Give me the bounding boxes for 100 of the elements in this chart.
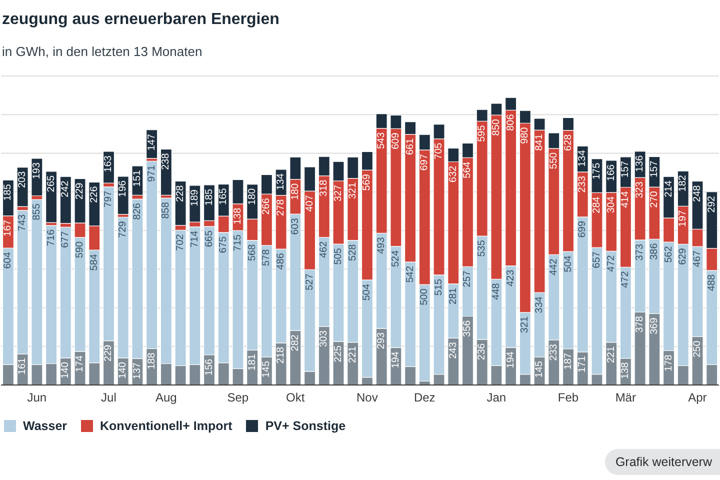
data-label: 165 [218, 188, 230, 205]
data-label: 228 [175, 184, 186, 202]
data-label: 327 [333, 184, 344, 202]
x-tick-label: Okt [286, 390, 306, 405]
x-tick-label: Jun [27, 390, 47, 405]
data-label: 855 [31, 203, 42, 220]
data-label: 218 [276, 346, 287, 364]
data-label: 282 [290, 334, 301, 352]
data-label: 467 [692, 250, 704, 268]
data-label: 136 [634, 154, 646, 172]
data-label: 971 [146, 164, 158, 182]
data-label: 657 [591, 251, 602, 268]
data-label: 535 [476, 240, 488, 257]
data-label: 180 [290, 182, 301, 200]
data-label: 281 [448, 287, 459, 304]
data-label: 194 [505, 351, 516, 368]
x-tick-label: Sep [227, 390, 249, 405]
data-label: 414 [620, 190, 632, 208]
data-label: 270 [648, 190, 660, 208]
data-label: 161 [17, 357, 28, 375]
data-label: 138 [620, 362, 632, 380]
data-label: 318 [318, 179, 330, 197]
data-label: 180 [246, 188, 258, 206]
data-label: 850 [490, 118, 502, 136]
data-label: 250 [692, 340, 704, 358]
data-label: 157 [648, 160, 660, 178]
data-label: 236 [476, 342, 488, 360]
data-label: 197 [678, 210, 689, 227]
data-label: 188 [146, 352, 158, 370]
data-label: 604 [2, 252, 14, 269]
x-tick-label: Feb [558, 390, 579, 405]
data-label: 472 [620, 270, 632, 288]
data-label: 378 [634, 316, 646, 333]
data-label: 386 [648, 242, 660, 260]
data-label: 665 [204, 230, 215, 248]
data-label: 181 [246, 354, 258, 371]
data-label: 203 [17, 170, 28, 188]
data-label: 699 [577, 220, 588, 238]
data-label: 590 [74, 241, 86, 258]
data-label: 407 [304, 194, 316, 212]
data-label: 715 [232, 234, 244, 252]
x-tick-label: Dez [414, 390, 436, 405]
data-label: 702 [175, 234, 186, 251]
data-label: 214 [663, 180, 674, 198]
data-label: 373 [634, 244, 646, 261]
data-label: 858 [160, 202, 172, 219]
data-label: 472 [606, 254, 617, 272]
data-label: 266 [261, 198, 272, 215]
data-label: 163 [103, 155, 114, 172]
data-label: 138 [232, 207, 244, 225]
data-label: 323 [634, 181, 646, 198]
data-label: 629 [678, 248, 689, 265]
data-label: 729 [118, 220, 129, 238]
data-label: 562 [663, 246, 674, 263]
data-label: 229 [103, 344, 114, 362]
data-label: 189 [189, 189, 200, 206]
data-label: 221 [347, 346, 358, 364]
data-label: 369 [648, 317, 660, 334]
data-label: 140 [60, 362, 72, 379]
data-label: 238 [160, 152, 172, 170]
data-label: 242 [60, 180, 72, 198]
data-label: 185 [204, 188, 215, 206]
data-label: 157 [620, 160, 632, 178]
data-label: 243 [448, 342, 459, 359]
data-label: 140 [118, 362, 129, 379]
data-label: 278 [276, 198, 287, 216]
data-label: 797 [103, 190, 114, 208]
data-label: 628 [562, 134, 574, 151]
data-label: 448 [490, 282, 502, 300]
data-label: 185 [2, 184, 14, 201]
data-label: 194 [390, 351, 402, 368]
data-label: 542 [404, 266, 416, 283]
x-tick-label: Apr [688, 390, 707, 405]
data-label: 171 [577, 356, 588, 373]
data-label: 334 [534, 296, 546, 314]
data-label: 233 [577, 176, 588, 193]
data-label: 193 [31, 162, 42, 180]
data-label: 714 [189, 230, 200, 248]
data-label: 292 [706, 195, 718, 213]
data-label: 528 [347, 244, 358, 262]
data-label: 603 [290, 218, 301, 235]
data-label: 488 [706, 274, 718, 292]
data-label: 609 [390, 132, 402, 150]
data-label: 584 [88, 254, 100, 271]
data-label: 504 [362, 284, 373, 301]
x-tick-label: Nov [356, 390, 378, 405]
data-label: 147 [146, 133, 158, 151]
data-label: 226 [88, 186, 100, 203]
data-label: 175 [591, 162, 602, 180]
data-label: 156 [204, 358, 215, 376]
data-label: 151 [132, 170, 143, 187]
data-label: 632 [448, 165, 459, 182]
data-label: 568 [246, 244, 258, 262]
data-label: 178 [663, 354, 674, 372]
data-label: 303 [318, 330, 330, 348]
data-label: 677 [60, 230, 72, 248]
bar [31, 158, 43, 196]
data-label: 221 [606, 346, 617, 364]
data-label: 145 [261, 360, 272, 378]
data-label: 743 [17, 214, 28, 232]
